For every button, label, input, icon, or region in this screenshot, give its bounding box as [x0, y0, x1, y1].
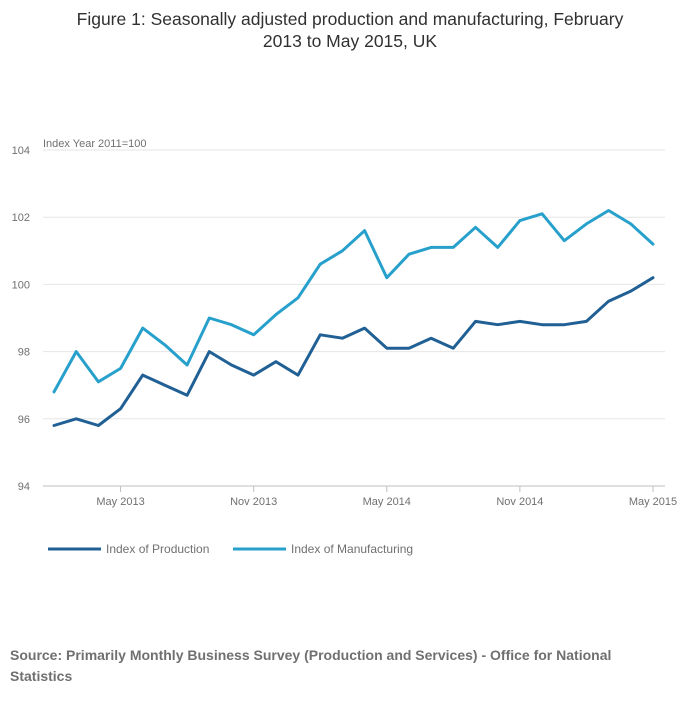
series-line-production [52, 276, 655, 427]
legend-label: Index of Production [106, 542, 209, 556]
y-axis-ticks: 94 96 98 100 102 104 [12, 145, 30, 493]
x-tick-label: Nov 2013 [230, 496, 277, 508]
legend: Index of Production Index of Manufacturin… [48, 542, 413, 556]
line-chart: 94 96 98 100 102 104 Index Year 2011=100 May … [12, 138, 678, 556]
y-tick-label: 96 [18, 414, 30, 426]
y-tick-label: 94 [18, 481, 30, 493]
x-tick-label: May 2013 [96, 496, 144, 508]
x-axis: May 2013 Nov 2013 May 2014 Nov 2014 May 2015 [96, 486, 677, 508]
series-lines [52, 209, 655, 427]
x-tick-label: May 2014 [363, 496, 411, 508]
y-tick-label: 98 [18, 347, 30, 359]
y-tick-label: 100 [12, 279, 30, 291]
y-tick-label: 104 [12, 145, 30, 157]
legend-label: Index of Manufacturing [291, 542, 413, 556]
y-tick-label: 102 [12, 212, 30, 224]
x-tick-label: May 2015 [629, 496, 677, 508]
source-note: Source: Primarily Monthly Business Surve… [10, 647, 612, 684]
chart-title: Figure 1: Seasonally adjusted production… [76, 9, 624, 51]
gridlines [43, 149, 665, 487]
y-axis-label: Index Year 2011=100 [43, 138, 146, 150]
x-tick-label: Nov 2014 [496, 496, 543, 508]
series-line-manufacturing [52, 209, 655, 394]
